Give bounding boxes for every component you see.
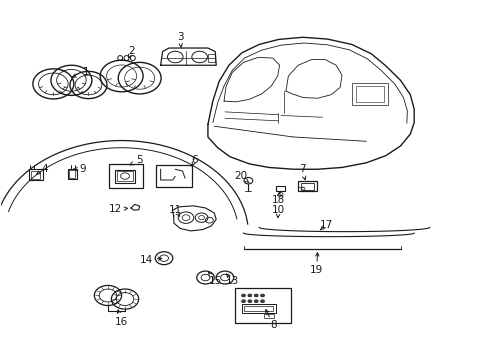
Circle shape (241, 300, 245, 303)
Bar (276, 186, 285, 192)
Text: 9: 9 (79, 164, 86, 174)
Bar (298, 181, 316, 192)
Text: 3: 3 (177, 32, 183, 41)
Circle shape (247, 294, 251, 297)
Text: 13: 13 (226, 276, 239, 286)
Text: 8: 8 (270, 320, 277, 330)
Bar (109, 163, 143, 188)
Text: 6: 6 (191, 155, 198, 165)
Circle shape (260, 300, 264, 303)
Bar (244, 306, 272, 311)
Bar (115, 170, 135, 183)
Text: 15: 15 (208, 276, 222, 286)
Bar (31, 171, 40, 179)
Bar (355, 86, 383, 102)
Circle shape (254, 294, 258, 297)
Text: 2: 2 (128, 46, 134, 56)
Circle shape (241, 294, 245, 297)
Text: 11: 11 (168, 206, 182, 216)
Text: 18: 18 (271, 195, 285, 205)
Bar (156, 165, 192, 187)
Text: 5: 5 (136, 155, 142, 165)
Circle shape (247, 300, 251, 303)
Text: 7: 7 (298, 164, 305, 174)
Bar (241, 304, 275, 313)
Bar (264, 314, 273, 318)
Text: 14: 14 (139, 255, 152, 265)
Bar (351, 83, 387, 105)
Text: 17: 17 (319, 220, 332, 230)
Circle shape (260, 294, 264, 297)
Text: 10: 10 (271, 206, 285, 216)
Bar (69, 170, 75, 178)
Bar (29, 168, 42, 180)
Text: 1: 1 (82, 67, 89, 77)
Circle shape (254, 300, 258, 303)
Text: 20: 20 (234, 171, 246, 181)
Bar (68, 168, 77, 179)
Bar (207, 54, 215, 62)
Text: 12: 12 (108, 204, 122, 215)
Text: 16: 16 (115, 317, 128, 327)
Text: 4: 4 (41, 164, 48, 174)
Bar (234, 288, 290, 323)
Bar (117, 171, 133, 181)
Text: 19: 19 (309, 265, 323, 275)
Bar (300, 183, 314, 190)
